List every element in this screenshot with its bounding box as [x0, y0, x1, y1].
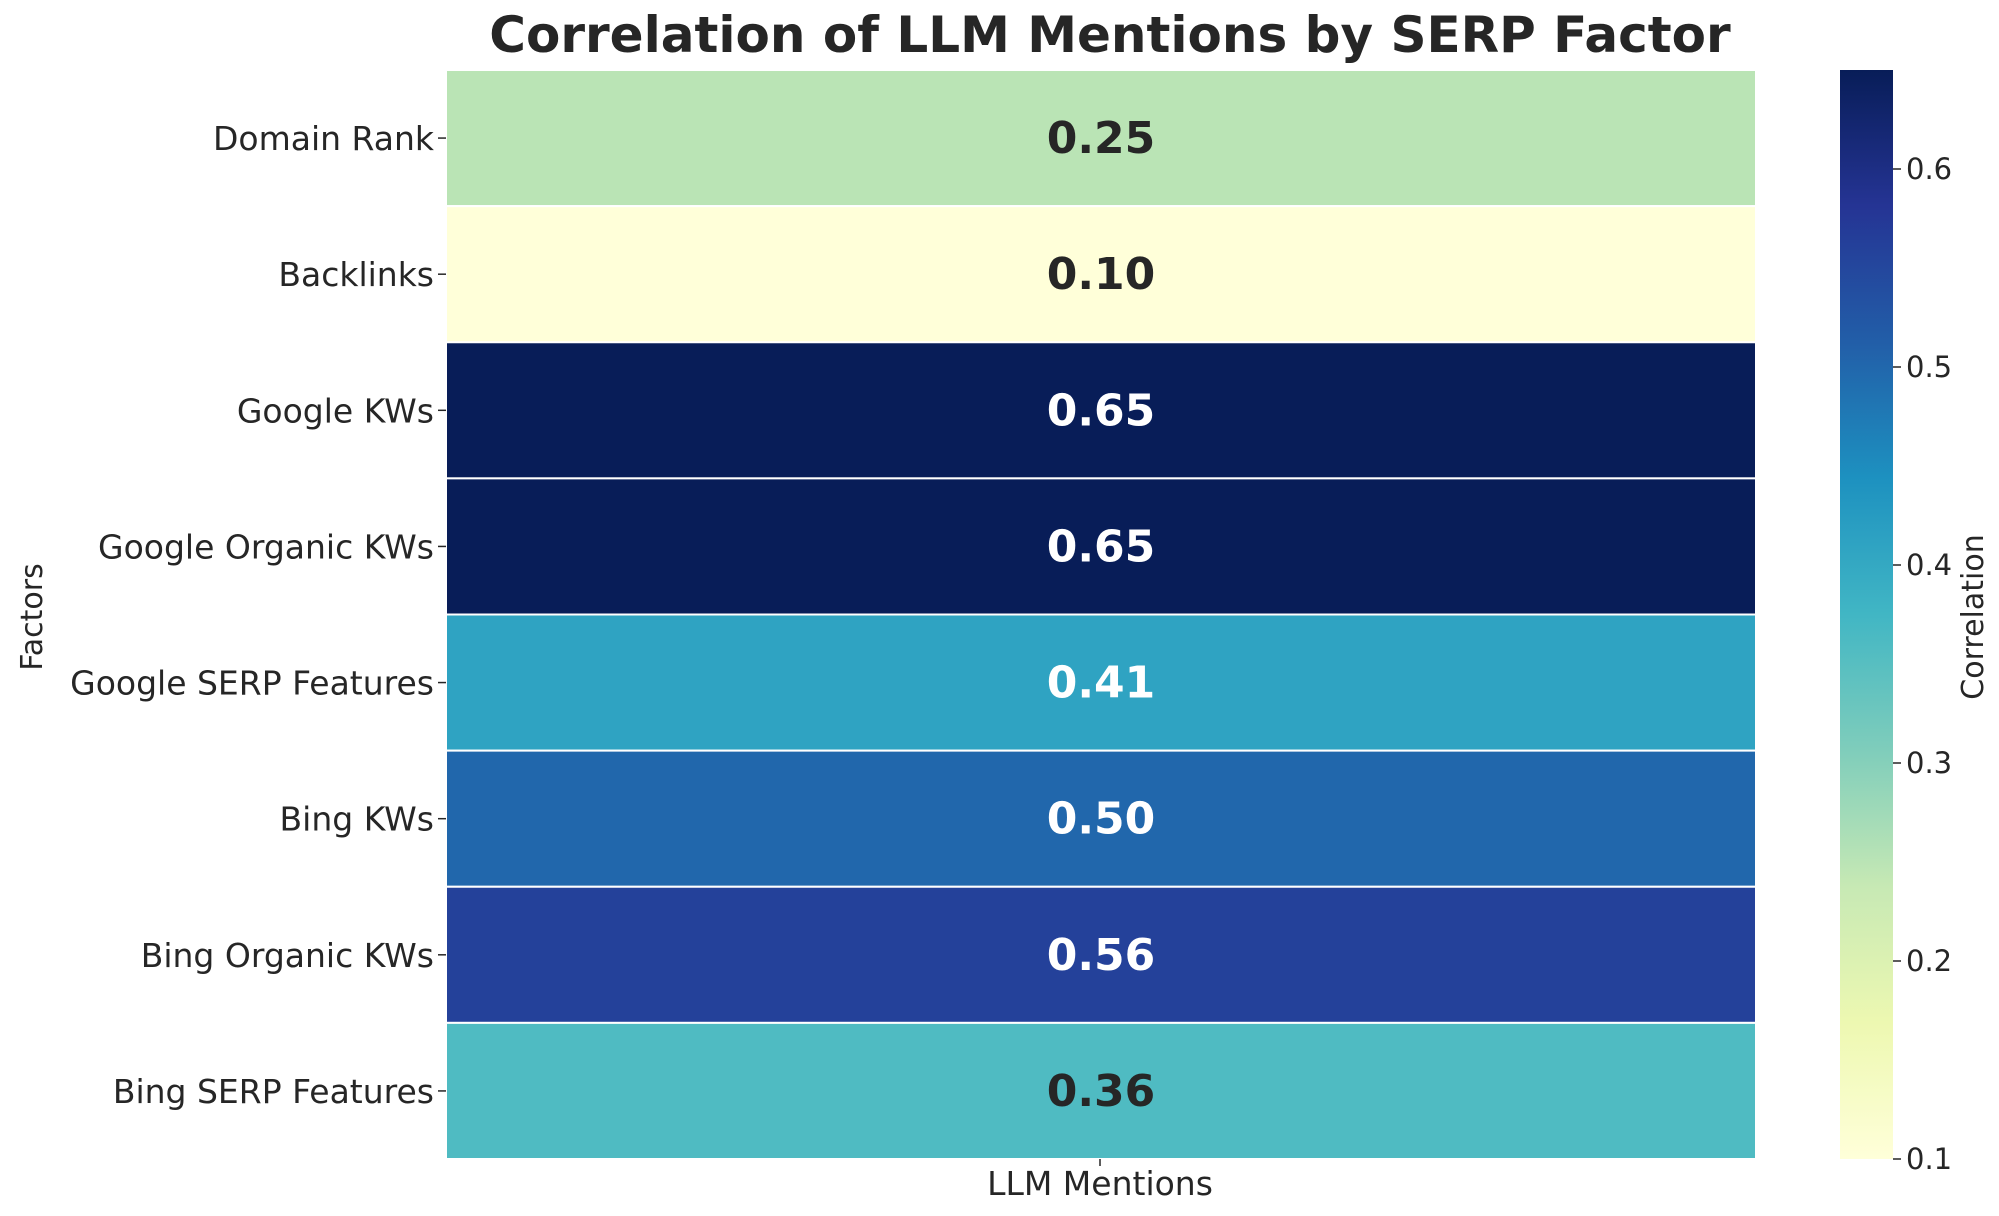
y-tick-label: Bing Organic KWs	[141, 936, 434, 975]
heatmap-cell	[445, 749, 1757, 888]
y-tick-label: Bing SERP Features	[113, 1072, 434, 1111]
heatmap-cell	[445, 1021, 1757, 1160]
colorbar-tick-label: 0.4	[1906, 548, 1952, 582]
cell-value-label: 0.10	[1047, 249, 1156, 300]
y-tick-labels: Domain Rank Backlinks Google KWs Google Org…	[70, 119, 446, 1111]
colorbar-tick-label: 0.6	[1906, 152, 1952, 186]
heatmap-cells: 0.25 0.10 0.65 0.65 0.41 0.50 0.56 0.36	[445, 69, 1757, 1160]
y-tick-label: Google SERP Features	[70, 664, 434, 703]
cell-value-label: 0.41	[1047, 658, 1156, 709]
x-tick-label: LLM Mentions	[987, 1164, 1213, 1203]
heatmap-cell	[445, 69, 1757, 208]
cell-value-label: 0.36	[1047, 1066, 1156, 1117]
colorbar-ticks: 0.1 0.2 0.3 0.4 0.5 0.6	[1893, 152, 1952, 1176]
heatmap-cell	[445, 477, 1757, 616]
y-tick-label: Google Organic KWs	[98, 527, 434, 566]
colorbar-tick-label: 0.1	[1906, 1142, 1952, 1176]
colorbar-label: Correlation	[1956, 534, 1991, 699]
colorbar-tick-label: 0.5	[1906, 350, 1952, 384]
heatmap-cell	[445, 205, 1757, 344]
cell-value-label: 0.56	[1047, 930, 1156, 981]
colorbar-tick-label: 0.3	[1906, 746, 1952, 780]
y-tick-label: Bing KWs	[280, 800, 434, 839]
y-tick-label: Google KWs	[237, 391, 434, 430]
cell-value-label: 0.65	[1047, 521, 1156, 572]
y-tick-label: Domain Rank	[213, 119, 435, 158]
cell-value-label: 0.65	[1047, 385, 1156, 436]
heatmap-cell	[445, 613, 1757, 752]
colorbar	[1840, 70, 1893, 1159]
cell-value-label: 0.25	[1047, 113, 1156, 164]
colorbar-tick-label: 0.2	[1906, 944, 1952, 978]
heatmap-cell	[445, 341, 1757, 480]
y-tick-label: Backlinks	[278, 255, 434, 294]
chart-title: Correlation of LLM Mentions by SERP Fact…	[489, 6, 1731, 64]
y-axis-label: Factors	[15, 563, 50, 670]
cell-value-label: 0.50	[1047, 794, 1156, 845]
